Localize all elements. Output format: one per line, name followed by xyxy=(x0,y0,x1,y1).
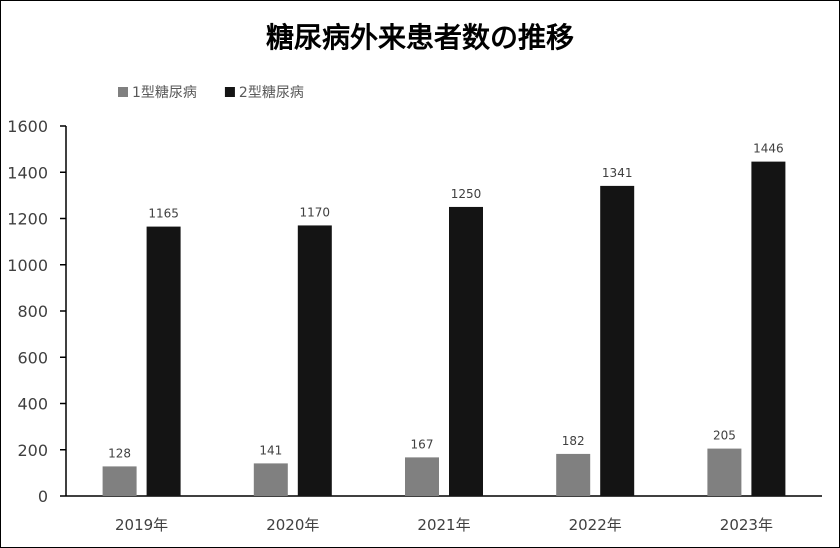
bar xyxy=(146,226,181,496)
chart-title: 糖尿病外来患者数の推移 xyxy=(265,21,574,54)
x-tick-label: 2019年 xyxy=(115,516,168,534)
bar xyxy=(253,463,288,496)
axes: 0 200 400 600 800 1000 1200 1400 1600 2019年 2020年 2… xyxy=(7,117,822,534)
y-tick-label: 800 xyxy=(17,302,48,321)
x-tick-label: 2022年 xyxy=(569,516,622,534)
bar xyxy=(600,185,635,497)
legend-label: 2型糖尿病 xyxy=(239,85,304,101)
bar xyxy=(707,448,742,496)
legend-swatch xyxy=(224,87,235,97)
data-label: 128 xyxy=(108,446,131,460)
bar xyxy=(751,161,786,497)
x-tick-label: 2021年 xyxy=(417,516,470,534)
data-label: 205 xyxy=(713,429,736,443)
legend: 1型糖尿病 2型糖尿病 xyxy=(118,85,304,101)
data-label: 1165 xyxy=(148,207,179,221)
y-tick-label: 200 xyxy=(17,441,48,460)
bar xyxy=(449,206,483,496)
y-tick-label: 0 xyxy=(38,487,48,506)
bar xyxy=(556,453,591,496)
y-tick-label: 1000 xyxy=(7,256,48,275)
x-tick-label: 2023年 xyxy=(720,516,773,534)
bars: 128 1165 141 1170 167 1250 182 1341 205 1446 xyxy=(102,142,786,497)
data-label: 1170 xyxy=(300,205,331,219)
y-tick-label: 600 xyxy=(17,348,48,367)
bar xyxy=(405,457,439,496)
data-label: 167 xyxy=(411,437,434,451)
y-tick-label: 1200 xyxy=(7,210,48,229)
data-label: 141 xyxy=(259,443,282,457)
legend-label: 1型糖尿病 xyxy=(132,85,197,101)
data-label: 1341 xyxy=(602,166,633,180)
x-tick-label: 2020年 xyxy=(266,516,319,534)
y-tick-label: 1400 xyxy=(7,163,48,182)
y-tick-label: 400 xyxy=(17,395,48,414)
data-label: 1446 xyxy=(753,142,784,156)
y-tick-label: 1600 xyxy=(7,117,48,136)
bar xyxy=(297,225,332,496)
data-label: 182 xyxy=(562,434,585,448)
data-label: 1250 xyxy=(451,187,482,201)
legend-swatch xyxy=(118,87,128,97)
bar xyxy=(102,466,137,496)
